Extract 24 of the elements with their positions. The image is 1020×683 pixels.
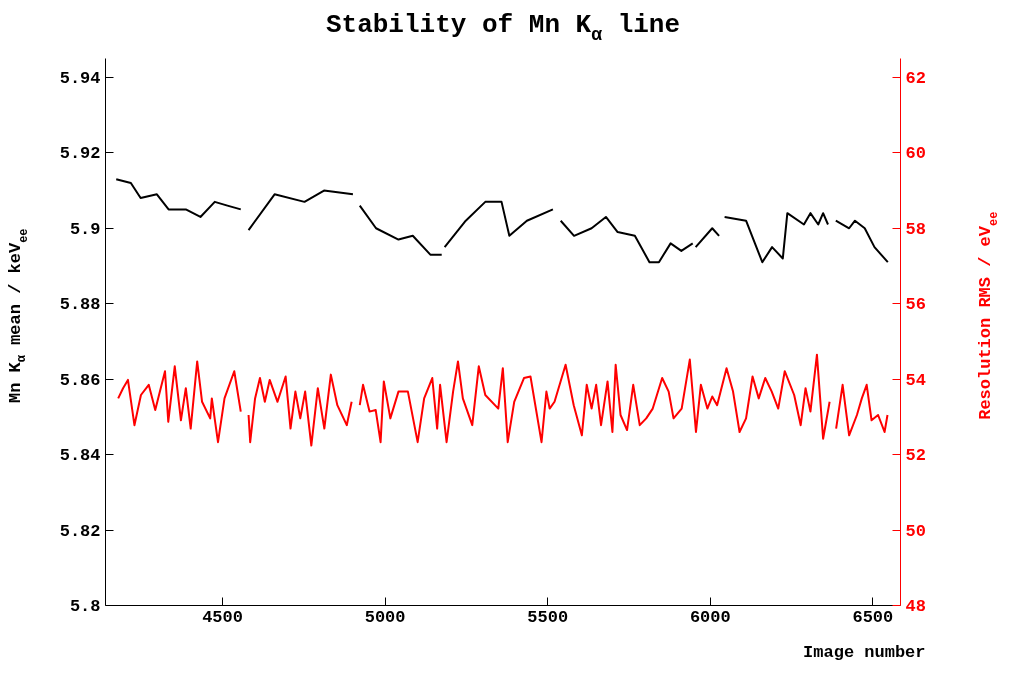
x-tick-label: 5000 xyxy=(364,607,406,627)
y-axis-title: Mn Kα mean / keVee xyxy=(6,228,31,403)
y2-tick-label: 52 xyxy=(905,446,926,466)
y-tick-label: 5.88 xyxy=(59,295,101,315)
y-tick-label: 5.94 xyxy=(59,68,101,88)
y2-tick-label: 54 xyxy=(905,370,926,390)
y2-tick-label: 56 xyxy=(905,295,926,315)
y2-tick-label: 48 xyxy=(905,597,926,616)
x-tick-label: 5500 xyxy=(527,607,569,627)
y2-axis-title: Resolution RMS / eVee xyxy=(976,211,1001,420)
y2-tick-label: 58 xyxy=(905,219,926,239)
y-tick-label: 5.86 xyxy=(59,370,101,390)
y-tick-label: 5.82 xyxy=(59,521,101,541)
y-tick-label: 5.92 xyxy=(59,144,101,164)
x-axis-title: Image number xyxy=(803,643,926,662)
x-tick-label: 4500 xyxy=(202,607,243,627)
y2-tick-label: 50 xyxy=(905,521,926,541)
x-tick-label: 6000 xyxy=(689,607,731,627)
y-tick-label: 5.8 xyxy=(69,597,101,616)
y2-tick-label: 62 xyxy=(905,68,926,88)
x-tick-label: 6500 xyxy=(852,607,894,627)
y2-tick-label: 60 xyxy=(905,144,926,164)
y-tick-label: 5.9 xyxy=(69,219,101,239)
y-tick-label: 5.84 xyxy=(59,446,101,466)
